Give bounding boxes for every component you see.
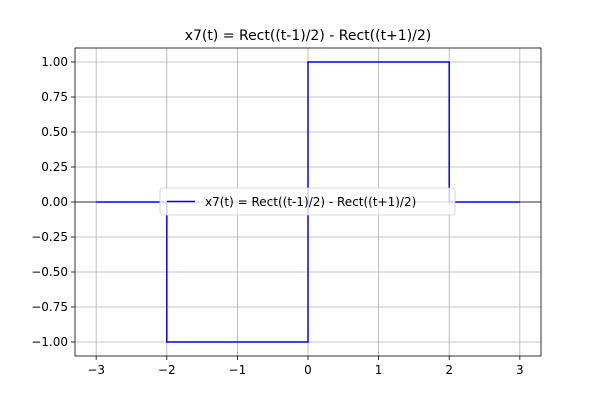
legend-label: x7(t) = Rect((t-1)/2) - Rect((t+1)/2) [205,195,416,209]
x-tick-label: 0 [304,363,312,377]
x-tick-label: 1 [375,363,383,377]
chart-title: x7(t) = Rect((t-1)/2) - Rect((t+1)/2) [185,28,432,44]
x-tick-label: 2 [445,363,453,377]
y-tick-label: 1.00 [41,55,68,69]
x-tick-label: −3 [87,363,105,377]
y-tick-label: −1.00 [31,335,68,349]
x-tick-label: −2 [158,363,176,377]
y-tick-label: 0.00 [41,195,68,209]
y-tick-label: 0.25 [41,160,68,174]
y-tick-label: 0.50 [41,125,68,139]
plot-area: −3 −2 −1 0 1 2 3 −1.00 −0.75 −0.50 −0.25 0.00 0.25 0.… [31,47,542,377]
y-tick-label: −0.25 [31,230,68,244]
x-tick-label: −1 [229,363,247,377]
y-tick-label: 0.75 [41,90,68,104]
y-tick-label: −0.75 [31,300,68,314]
y-tick-label: −0.50 [31,265,68,279]
legend-box [159,187,456,216]
x-tick-label: 3 [516,363,524,377]
